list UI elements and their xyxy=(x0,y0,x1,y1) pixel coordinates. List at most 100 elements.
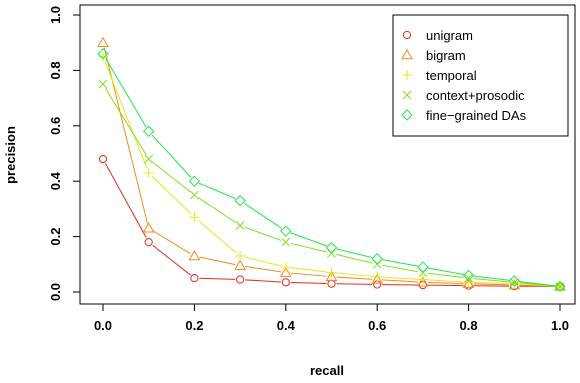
data-point-diamond xyxy=(97,48,109,60)
data-point-diamond xyxy=(462,269,475,282)
data-point-cross xyxy=(235,221,245,230)
data-point-triangle xyxy=(97,36,109,47)
y-tick-label: 0.2 xyxy=(48,228,63,246)
series-plus xyxy=(98,51,565,292)
data-point-triangle xyxy=(325,270,338,282)
x-tick-label: 0.4 xyxy=(277,318,296,333)
y-tick-label: 0.0 xyxy=(48,283,63,301)
data-point-plus xyxy=(189,212,200,223)
legend-label: context+prosodic xyxy=(426,88,525,103)
series-line-segment xyxy=(427,267,464,275)
data-point-plus xyxy=(235,250,246,261)
series-line-segment xyxy=(290,272,327,277)
series-line-segment xyxy=(290,281,327,285)
y-tick-label: 0.6 xyxy=(48,117,63,135)
series-line-segment xyxy=(473,278,510,283)
series-line-segment xyxy=(105,88,147,156)
y-axis-title: precision xyxy=(3,126,18,184)
legend-label: temporal xyxy=(426,68,477,83)
data-point-diamond xyxy=(554,280,566,293)
data-point-circle xyxy=(144,238,153,247)
series-line-segment xyxy=(103,47,148,224)
series-line-segment xyxy=(290,267,327,273)
data-point-diamond xyxy=(417,261,429,273)
data-point-plus xyxy=(280,262,291,273)
series-line-segment xyxy=(519,281,556,287)
legend-label: unigram xyxy=(426,28,473,43)
x-tick-label: 0.2 xyxy=(185,318,203,333)
data-point-diamond xyxy=(142,125,155,138)
data-point-circle xyxy=(327,279,336,288)
data-point-diamond xyxy=(371,253,383,265)
data-point-diamond xyxy=(401,109,413,121)
data-point-circle xyxy=(373,280,382,289)
data-point-plus xyxy=(143,167,154,178)
data-point-diamond xyxy=(234,194,246,207)
data-point-cross xyxy=(281,237,291,247)
series-line-segment xyxy=(152,244,191,276)
series-line-segment xyxy=(336,276,373,280)
series-line-segment xyxy=(473,283,510,286)
series-line-segment xyxy=(243,202,282,229)
data-point-plus xyxy=(98,51,108,62)
data-point-triangle xyxy=(401,48,413,60)
x-axis-title: recall xyxy=(310,363,344,378)
data-point-plus xyxy=(417,274,428,285)
data-point-circle xyxy=(98,154,108,164)
data-point-cross xyxy=(190,190,199,200)
data-point-triangle xyxy=(234,259,246,270)
series-line-segment xyxy=(290,232,327,247)
series-line-segment xyxy=(199,256,236,266)
data-point-cross xyxy=(144,154,154,164)
data-point-diamond xyxy=(280,225,292,237)
x-tick-label: 0.6 xyxy=(368,318,386,333)
series-line-segment xyxy=(336,253,373,264)
series-line-segment xyxy=(336,248,373,259)
data-point-diamond xyxy=(188,175,201,187)
y-tick-label: 1.0 xyxy=(48,6,63,24)
series-line-segment xyxy=(152,161,191,193)
y-tick-label: 0.8 xyxy=(48,61,63,79)
series-line-segment xyxy=(382,259,419,267)
y-tick-label: 0.4 xyxy=(48,171,63,190)
legend-box xyxy=(392,14,569,137)
data-point-diamond xyxy=(325,241,338,254)
legend-entry: context+prosodic xyxy=(402,88,525,103)
series-line-segment xyxy=(197,220,237,254)
series-line-segment xyxy=(151,134,192,178)
legend-entry: temporal xyxy=(402,68,477,83)
data-point-triangle xyxy=(417,276,429,287)
series-line-segment xyxy=(198,182,236,200)
legend-entry: bigram xyxy=(401,48,466,63)
x-tick-label: 0.8 xyxy=(460,318,478,333)
data-point-cross xyxy=(402,90,412,100)
legend-entry: unigram xyxy=(402,28,473,43)
series-line-segment xyxy=(198,197,237,224)
series-line-segment xyxy=(427,272,464,279)
data-point-cross xyxy=(509,277,519,287)
series-line-segment xyxy=(151,176,192,215)
data-point-plus xyxy=(509,278,520,289)
series-line-segment xyxy=(382,276,418,280)
series-line-segment xyxy=(245,279,281,283)
data-point-circle xyxy=(190,274,199,283)
data-point-triangle xyxy=(371,273,384,284)
series-line-segment xyxy=(336,272,373,277)
data-point-diamond xyxy=(508,275,521,287)
x-tick-label: 0.0 xyxy=(94,318,112,333)
series-line-segment xyxy=(290,242,327,253)
data-point-circle xyxy=(402,30,412,40)
data-point-plus xyxy=(402,70,412,80)
legend-entry: fine−grained DAs xyxy=(401,108,527,123)
series-line-segment xyxy=(473,281,510,285)
data-point-cross xyxy=(464,273,473,283)
legend-label: bigram xyxy=(426,48,466,63)
series-line-segment xyxy=(244,226,282,241)
data-point-triangle xyxy=(462,277,475,288)
series-diamond xyxy=(97,48,566,293)
series-line-segment xyxy=(199,277,236,280)
data-point-plus xyxy=(326,267,337,278)
data-point-circle xyxy=(236,275,245,284)
data-point-cross xyxy=(98,79,108,89)
